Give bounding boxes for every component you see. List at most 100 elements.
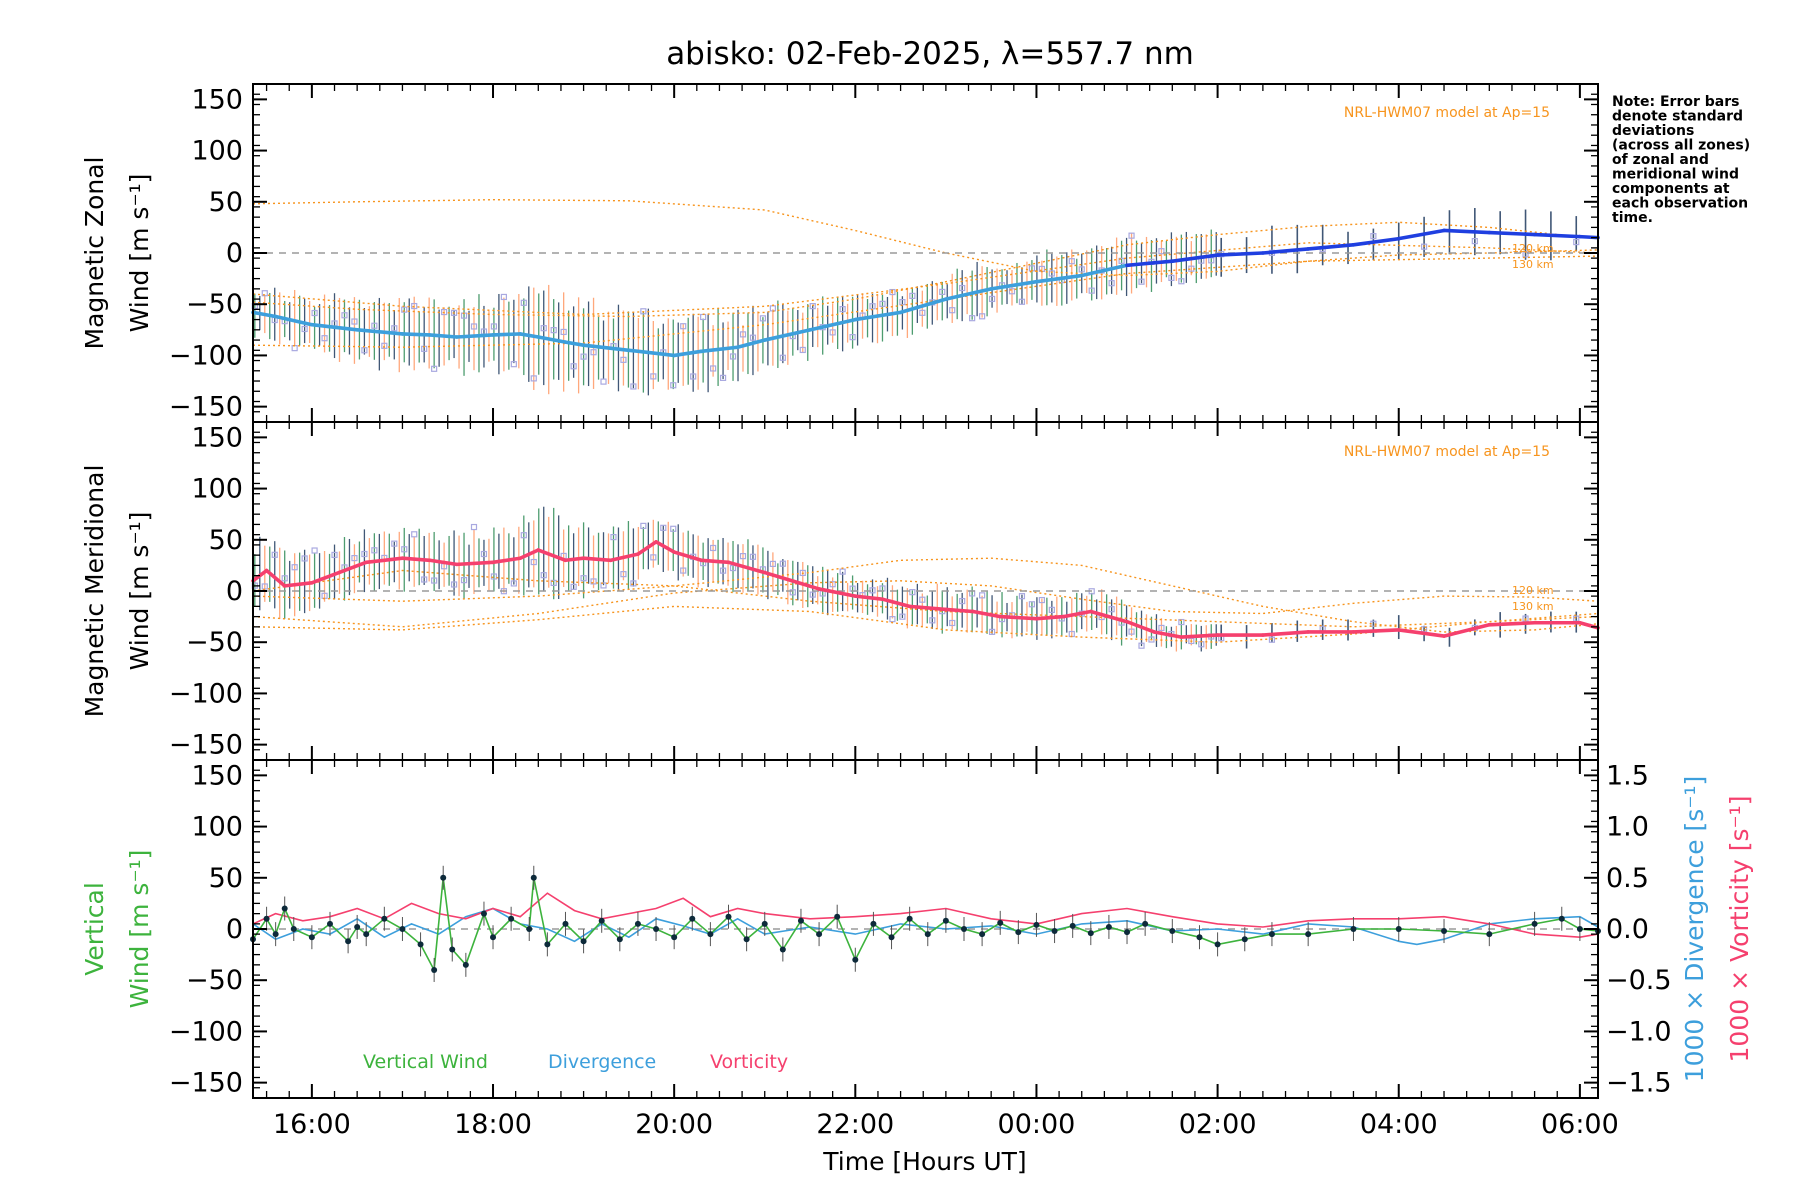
vertical-wind-point	[1531, 920, 1538, 927]
mean-segment	[944, 287, 993, 301]
zone-point	[909, 589, 916, 596]
zone-point	[959, 597, 966, 605]
y-tick-label: 50	[209, 863, 243, 894]
vertical-wind-point	[281, 905, 288, 912]
zone-point	[321, 335, 328, 342]
zone-point	[490, 323, 498, 330]
x-tick-label: 00:00	[998, 1109, 1076, 1140]
zone-point	[710, 365, 717, 372]
mean-segment	[1351, 628, 1401, 634]
meridional-130km-label: 130 km	[1512, 600, 1554, 613]
mean-segment	[1351, 236, 1401, 247]
zone-point	[749, 334, 757, 341]
mean-segment	[944, 607, 975, 614]
vertical-wind-point	[616, 936, 623, 943]
zonal-zone-points	[251, 232, 1580, 390]
mean-segment	[1442, 228, 1492, 235]
vertical-wind-point	[852, 956, 859, 963]
mean-segment	[898, 297, 948, 315]
mean-segment	[762, 328, 812, 342]
zone-point	[1038, 596, 1045, 604]
zone-point	[411, 302, 418, 310]
zone-point	[799, 569, 806, 577]
mean-segment	[251, 310, 278, 319]
zone-point	[490, 573, 498, 580]
legend-divergence: Divergence	[548, 1051, 656, 1073]
vertical-wind-point	[1051, 928, 1058, 935]
model-curve	[252, 255, 1599, 348]
vertical-wind-point	[689, 915, 696, 922]
zone-point	[710, 544, 717, 552]
figure-title: abisko: 02-Feb-2025, λ=557.7 nm	[666, 36, 1194, 72]
zone-point	[361, 550, 368, 558]
vertical-wind-point	[1305, 931, 1312, 938]
zone-point	[670, 525, 677, 532]
mean-segment	[608, 552, 640, 563]
zone-point	[889, 616, 896, 623]
zone-point	[401, 306, 408, 313]
y2-tick-label: 1.5	[1606, 760, 1649, 791]
mean-segment	[853, 594, 885, 601]
zone-point	[729, 564, 737, 572]
zone-point	[530, 375, 537, 382]
meridional-y-ticks: −150 −100 −50 0 50 100 150	[169, 422, 1598, 761]
zone-point	[1268, 636, 1276, 643]
y-tick-label: 150	[191, 760, 243, 791]
zone-point	[829, 329, 836, 336]
vertical-wind-point	[707, 931, 714, 938]
y2-tick-label: −1.5	[1606, 1068, 1672, 1099]
zone-point	[1008, 288, 1016, 295]
meridional-120km-label: 120 km	[1512, 584, 1554, 597]
zone-point	[540, 572, 547, 579]
zone-point	[560, 328, 567, 336]
vertical-wind-point	[1105, 923, 1112, 930]
vertical-wind-point	[1214, 941, 1221, 948]
zone-point	[421, 576, 428, 583]
zone-point	[1168, 274, 1175, 282]
zone-point	[640, 522, 647, 529]
zone-point	[749, 553, 757, 560]
zone-point	[1108, 606, 1115, 613]
vertical-wind-point	[490, 934, 497, 941]
meridional-ylabel-line1: Magnetic Meridional	[80, 465, 109, 718]
vertical-wind-point	[480, 910, 487, 917]
vertical-wind-point	[1441, 928, 1448, 935]
mean-segment	[454, 333, 495, 339]
y2-tick-label: −0.5	[1606, 965, 1672, 996]
mean-segment	[518, 332, 541, 339]
zone-point	[391, 540, 398, 547]
note-line: of zonal and	[1612, 152, 1709, 168]
legend-vertical-wind: Vertical Wind	[363, 1051, 488, 1073]
zone-point	[1048, 270, 1055, 277]
vertical-wind-point	[544, 941, 551, 948]
mean-segment	[1125, 619, 1156, 634]
vertical-wind-point	[326, 920, 333, 927]
vertical-wind-point	[308, 934, 315, 941]
note-line: Note: Error bars	[1612, 94, 1739, 110]
zone-point	[739, 553, 747, 560]
note-line: (across all zones)	[1612, 138, 1750, 154]
zonal-panel: −150 −100 −50 0 50 100 150 NRL-HWM07 model at …	[80, 83, 1600, 423]
zonal-mean-line	[251, 228, 1600, 358]
zone-point	[371, 547, 378, 554]
zone-point	[979, 313, 986, 320]
zone-point	[411, 531, 418, 538]
zonal-x-ticks	[265, 84, 1581, 422]
mean-segment	[1487, 230, 1537, 237]
zonal-120km-label: 120 km	[1512, 242, 1554, 255]
note-line: denote standard	[1612, 109, 1743, 125]
x-tick-label: 04:00	[1360, 1109, 1438, 1140]
mean-segment	[636, 540, 658, 556]
vertical-wind-point	[634, 920, 641, 927]
zone-point	[879, 300, 886, 307]
vertical-ylabel-line2: Wind [m s⁻¹]	[125, 850, 154, 1009]
vertical-wind-point	[1395, 926, 1402, 932]
mean-segment	[1088, 609, 1129, 624]
zone-point	[929, 617, 936, 624]
mean-segment	[1487, 620, 1537, 627]
note-line: deviations	[1612, 123, 1694, 139]
x-tick-label: 02:00	[1179, 1109, 1257, 1140]
zone-point	[769, 560, 776, 568]
zone-point	[431, 577, 438, 584]
mean-segment	[853, 310, 903, 322]
